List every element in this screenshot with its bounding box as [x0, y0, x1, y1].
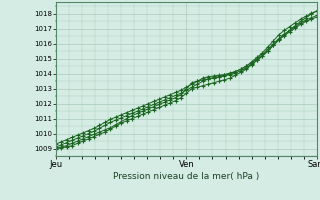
- X-axis label: Pression niveau de la mer( hPa ): Pression niveau de la mer( hPa ): [113, 172, 260, 181]
